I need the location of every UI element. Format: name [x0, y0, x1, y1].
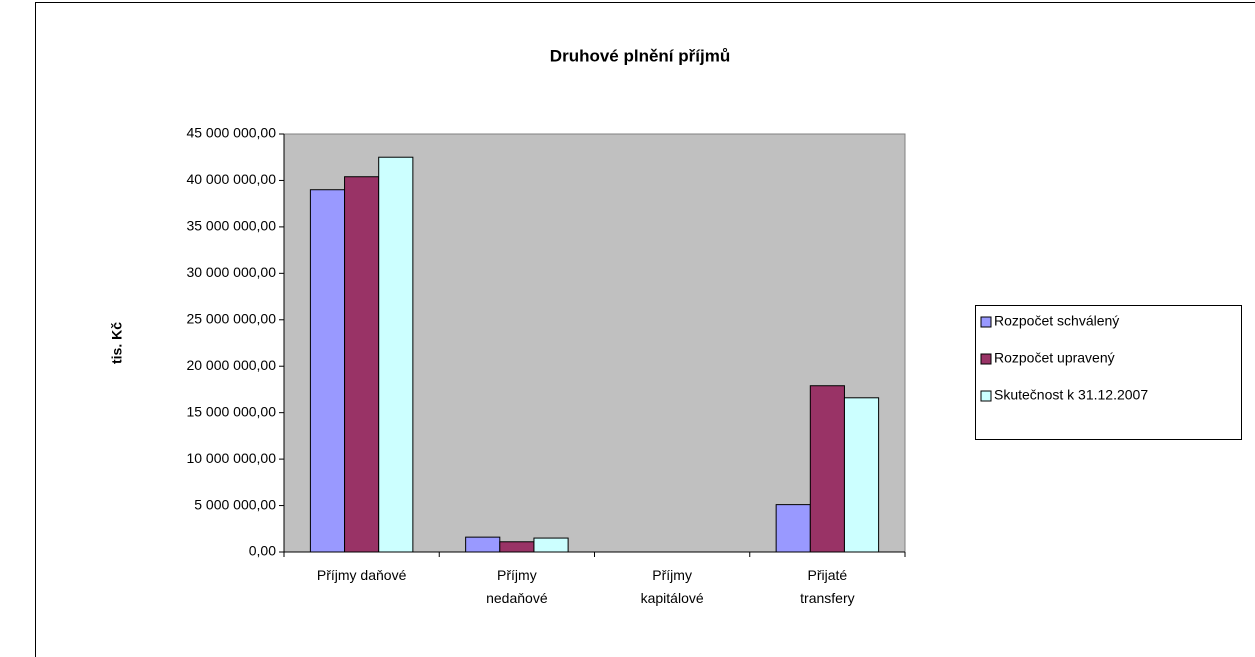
bar [809, 385, 845, 553]
y-tick-label: 15 000 000,00 [186, 403, 276, 419]
y-tick-label: 40 000 000,00 [186, 171, 276, 187]
bar [378, 156, 414, 553]
y-tick-label: 0,00 [249, 543, 276, 559]
y-tick-label: 30 000 000,00 [186, 264, 276, 280]
y-tick-label: 5 000 000,00 [194, 496, 276, 512]
y-tick-label: 20 000 000,00 [186, 357, 276, 373]
bar [499, 541, 535, 553]
x-tick-label: Přijaté transfery [800, 567, 855, 606]
chart-title: Druhové plnění příjmů [550, 46, 730, 65]
y-tick-label: 25 000 000,00 [186, 310, 276, 326]
y-tick-label: 35 000 000,00 [186, 218, 276, 234]
y-tick-label: 10 000 000,00 [186, 450, 276, 466]
legend-swatch [980, 316, 992, 328]
y-axis-label: tis. Kč [109, 322, 125, 364]
bar [309, 189, 346, 553]
legend-label: Rozpočet schválený [994, 313, 1119, 329]
legend-label: Rozpočet upravený [994, 350, 1115, 366]
legend-swatch [980, 353, 992, 365]
bar [843, 397, 880, 553]
legend-label: Skutečnost k 31.12.2007 [994, 387, 1148, 403]
bar [533, 537, 569, 553]
x-tick-label: Příjmy daňové [316, 567, 407, 583]
bar [775, 504, 811, 553]
legend-box [975, 305, 1242, 440]
x-tick-label: Příjmy kapitálové [640, 567, 704, 606]
y-tick-label: 45 000 000,00 [186, 125, 276, 141]
bar [344, 176, 380, 553]
legend-swatch [980, 390, 992, 402]
bar [465, 536, 501, 553]
x-tick-label: Příjmy nedaňové [486, 567, 548, 606]
